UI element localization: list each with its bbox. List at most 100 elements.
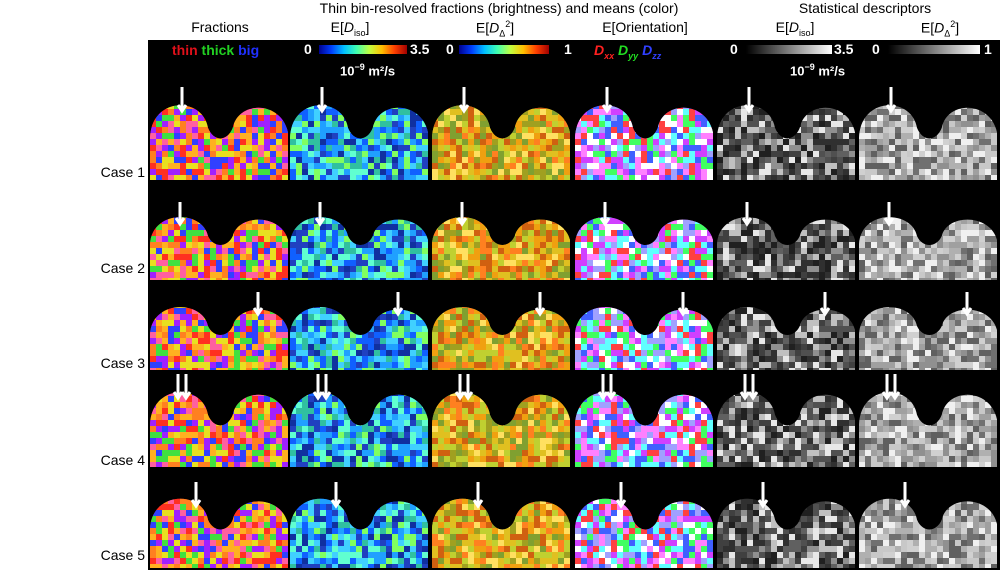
scan-image-case3-stat-ddelta: [859, 292, 997, 370]
scan-image-case1-fractions: [150, 87, 288, 180]
lesion-arrow-icon: [174, 202, 186, 227]
scan-image-case3-fractions: [150, 292, 288, 370]
stat-ddelta-colorbar: [888, 45, 980, 54]
legend-dyy: Dyy: [618, 42, 639, 61]
lesion-arrow-icon: [172, 374, 184, 401]
stat-diso-unit: 10−9 m²/s: [790, 62, 846, 79]
lesion-arrow-icon: [599, 202, 611, 227]
lesion-arrow-icon: [320, 374, 332, 401]
lesion-arrow-icon: [472, 482, 484, 509]
scan-image-case4-stat-diso: [717, 374, 855, 467]
stat-ddelta-max-label: 1: [984, 41, 992, 57]
image-panel: [148, 40, 1000, 570]
lesion-arrow-icon: [883, 202, 895, 227]
scan-image-case1-diso: [290, 87, 428, 180]
case-label-3: Case 3: [100, 355, 145, 371]
lesion-arrow-icon: [677, 292, 689, 317]
col-title-ddelta: E[DΔ2]: [475, 19, 515, 39]
lesion-arrow-icon: [899, 482, 911, 509]
lesion-arrow-icon: [747, 374, 759, 401]
scan-image-case3-diso: [290, 292, 428, 370]
scan-image-case5-orientation: [575, 482, 713, 568]
ddelta-max-label: 1: [564, 41, 572, 57]
legend-big: big: [238, 42, 260, 58]
lesion-arrow-icon: [741, 202, 753, 227]
lesion-arrow-icon: [961, 292, 973, 317]
scan-image-case5-stat-ddelta: [859, 482, 997, 568]
stat-diso-colorbar: [746, 45, 832, 54]
scan-image-case2-stat-diso: [717, 202, 855, 280]
lesion-arrow-icon: [534, 292, 546, 317]
lesion-arrow-icon: [601, 87, 613, 114]
scan-image-case2-ddelta: [432, 202, 570, 280]
diso-unit: 10−9 m²/s: [340, 62, 396, 79]
ddelta-colorbar: [459, 45, 549, 54]
lesion-arrow-icon: [597, 374, 609, 401]
scan-image-case2-fractions: [150, 202, 288, 280]
scan-image-case2-orientation: [575, 202, 713, 280]
diso-min-label: 0: [304, 41, 312, 57]
scan-image-case4-diso: [290, 374, 428, 467]
diso-colorbar: [319, 45, 407, 54]
scan-image-case1-orientation: [575, 87, 713, 180]
legend-thin: thin: [172, 42, 198, 58]
fractions-legend: thin thick big: [172, 42, 260, 58]
case-label-4: Case 4: [100, 452, 145, 468]
ddelta-min-label: 0: [446, 41, 454, 57]
scan-image-case5-ddelta: [432, 482, 570, 568]
statistical-group-title: Statistical descriptors: [798, 0, 932, 16]
lesion-arrow-icon: [314, 202, 326, 227]
scan-image-case2-diso: [290, 202, 428, 280]
stat-diso-min-label: 0: [730, 41, 738, 57]
stat-diso-colorbar-legend: 0 3.5: [730, 41, 864, 57]
lesion-arrow-icon: [456, 202, 468, 227]
scan-image-case1-stat-ddelta: [859, 87, 997, 180]
scan-image-case5-fractions: [150, 482, 288, 568]
lesion-arrow-icon: [392, 292, 404, 317]
scan-image-case4-orientation: [575, 374, 713, 467]
lesion-arrow-icon: [739, 374, 751, 401]
lesion-arrow-icon: [819, 292, 831, 317]
scan-image-case4-fractions: [150, 374, 288, 467]
lesion-arrow-icon: [615, 482, 627, 509]
case-label-2: Case 2: [100, 260, 145, 276]
lesion-arrow-icon: [885, 87, 897, 114]
lesion-arrow-icon: [605, 374, 617, 401]
fractions-title: Fractions: [191, 19, 249, 35]
lesion-arrow-icon: [190, 482, 202, 509]
legend-dxx: Dxx: [594, 42, 615, 61]
scan-image-case1-ddelta: [432, 87, 570, 180]
scan-image-case5-stat-diso: [717, 482, 855, 568]
scan-image-case4-stat-ddelta: [859, 374, 997, 467]
orientation-legend: Dxx Dyy Dzz: [594, 42, 662, 61]
scan-image-case3-stat-diso: [717, 292, 855, 370]
case-label-1: Case 1: [100, 164, 145, 180]
diso-max-label: 3.5: [410, 41, 430, 57]
lesion-arrow-icon: [454, 374, 466, 401]
diso-colorbar-legend: 0 3.5: [304, 41, 436, 57]
col-title-stat-ddelta: E[DΔ2]: [920, 19, 960, 39]
lesion-arrow-icon: [462, 374, 474, 401]
col-title-diso: E[Diso]: [330, 19, 370, 38]
stat-ddelta-colorbar-legend: 0 1: [872, 41, 998, 57]
lesion-arrow-icon: [889, 374, 901, 401]
case-label-5: Case 5: [100, 547, 145, 563]
lesion-arrow-icon: [252, 292, 264, 317]
scan-image-case3-orientation: [575, 292, 713, 370]
col-title-stat-diso: E[Diso]: [775, 19, 815, 38]
lesion-arrow-icon: [312, 374, 324, 401]
lesion-arrow-icon: [743, 87, 755, 114]
lesion-arrow-icon: [881, 374, 893, 401]
stat-diso-max-label: 3.5: [834, 41, 854, 57]
stat-ddelta-min-label: 0: [872, 41, 880, 57]
scan-image-case1-stat-diso: [717, 87, 855, 180]
legend-dzz: Dzz: [642, 42, 662, 61]
legend-thick: thick: [201, 42, 235, 58]
scan-image-case5-diso: [290, 482, 428, 568]
col-title-orientation: E[Orientation]: [602, 19, 688, 35]
scan-image-case4-ddelta: [432, 374, 570, 467]
scan-image-case3-ddelta: [432, 292, 570, 370]
ddelta-colorbar-legend: 0 1: [446, 41, 572, 57]
thin-bin-group-title: Thin bin-resolved fractions (brightness)…: [319, 0, 679, 16]
lesion-arrow-icon: [176, 87, 188, 114]
